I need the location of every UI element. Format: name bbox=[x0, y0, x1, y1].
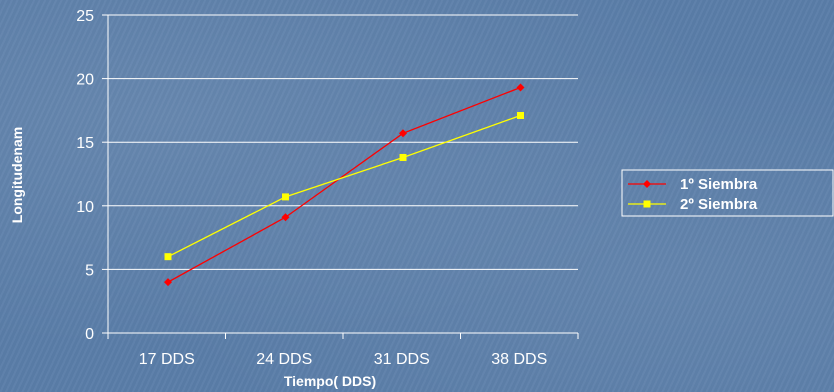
data-point bbox=[517, 111, 524, 119]
series-line bbox=[167, 114, 521, 258]
legend: 1º Siembra 2º Siembra bbox=[621, 169, 834, 217]
x-tick-labels: 17 DDS 24 DDS 31 DDS 38 DDS bbox=[139, 351, 548, 368]
legend-label: 1º Siembra bbox=[680, 176, 758, 193]
legend-entry: 2º Siembra bbox=[628, 196, 758, 213]
x-tick-label: 31 DDS bbox=[374, 351, 430, 368]
data-point bbox=[282, 193, 289, 201]
series-1 bbox=[164, 83, 525, 287]
data-point bbox=[164, 278, 172, 287]
x-tick-label: 38 DDS bbox=[491, 351, 547, 368]
x-axis-title: Tiempo( DDS) bbox=[284, 373, 376, 389]
data-point bbox=[399, 153, 407, 161]
data-point bbox=[399, 129, 407, 138]
y-axis-title: Longitudenam bbox=[9, 127, 25, 223]
series bbox=[164, 83, 525, 287]
y-tick-label: 15 bbox=[76, 135, 94, 152]
data-point bbox=[516, 83, 525, 92]
legend-marker bbox=[643, 200, 651, 208]
series-line bbox=[167, 86, 521, 283]
y-tick-labels: 0 5 10 15 20 25 bbox=[76, 8, 94, 343]
legend-marker bbox=[643, 180, 651, 188]
legend-box bbox=[621, 169, 834, 217]
y-tick-label: 25 bbox=[76, 8, 94, 25]
legend-label: 2º Siembra bbox=[680, 196, 758, 213]
legend-entry: 1º Siembra bbox=[628, 176, 758, 193]
series-2 bbox=[164, 111, 524, 261]
y-tick-label: 10 bbox=[76, 199, 94, 216]
y-tick-label: 5 bbox=[85, 262, 94, 279]
data-point bbox=[164, 253, 172, 261]
y-tick-label: 0 bbox=[85, 326, 94, 343]
axes bbox=[107, 15, 578, 334]
x-tick-label: 17 DDS bbox=[139, 351, 195, 368]
y-tick-label: 20 bbox=[76, 72, 94, 89]
grid-lines bbox=[102, 14, 579, 339]
data-point bbox=[281, 213, 290, 222]
x-tick-label: 24 DDS bbox=[256, 351, 312, 368]
